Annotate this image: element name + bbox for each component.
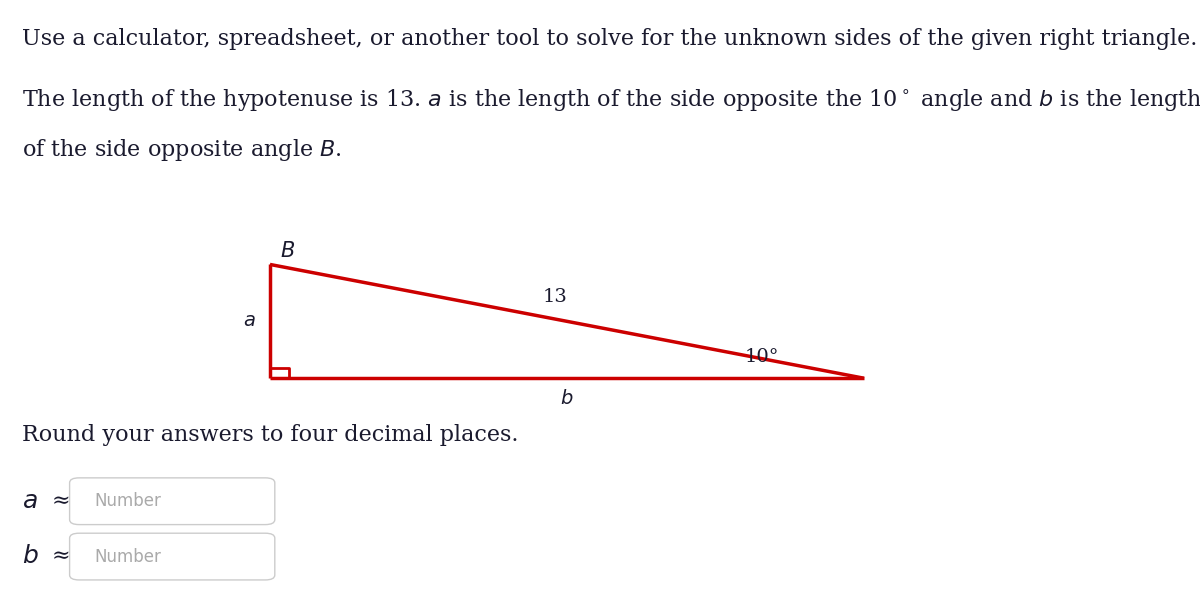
FancyBboxPatch shape [70,533,275,580]
Text: $b$: $b$ [560,389,574,408]
Text: ≈: ≈ [52,546,71,568]
Text: 13: 13 [542,288,568,306]
Text: Number: Number [95,547,162,566]
FancyBboxPatch shape [70,478,275,525]
Text: ≈: ≈ [52,490,71,512]
Text: The length of the hypotenuse is 13. $a$ is the length of the side opposite the 1: The length of the hypotenuse is 13. $a$ … [22,87,1200,113]
Text: $a$: $a$ [22,490,37,513]
Text: $b$: $b$ [22,545,38,568]
Text: Use a calculator, spreadsheet, or another tool to solve for the unknown sides of: Use a calculator, spreadsheet, or anothe… [22,28,1196,50]
Text: $B$: $B$ [280,241,295,261]
Text: 10°: 10° [745,348,779,366]
Text: Round your answers to four decimal places.: Round your answers to four decimal place… [22,424,518,446]
Text: Number: Number [95,492,162,510]
Text: of the side opposite angle $B$.: of the side opposite angle $B$. [22,137,341,162]
Text: $a$: $a$ [242,312,256,330]
